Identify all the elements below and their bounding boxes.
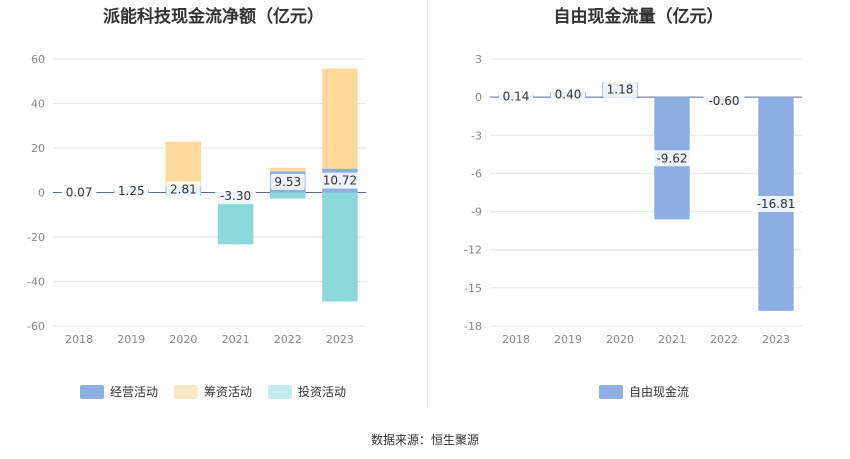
fcf-data-label: -9.62 [656,151,687,165]
cashflow-data-label: 10.72 [323,174,357,188]
cashflow-bar-investing [322,192,358,302]
fcf-x-tick: 2018 [502,333,530,346]
cashflow-x-tick: 2021 [222,333,250,346]
fcf-data-label-bg [703,92,745,109]
fcf-y-tick: -15 [464,282,482,295]
legend-item-investing[interactable]: 投资活动 [268,383,346,400]
data-source: 数据来源：恒生聚源 [370,433,479,447]
cashflow-data-label: 1.25 [118,184,145,198]
cashflow-data-label-bg [166,181,201,198]
legend-swatch-financing [174,384,199,399]
fcf-y-tick: -9 [471,206,482,219]
left-chart-title: 派能科技现金流净额（亿元） [103,7,324,27]
fcf-data-label: -0.60 [708,94,739,108]
fcf-x-tick: 2021 [658,333,686,346]
cashflow-data-label-bg [319,172,361,189]
fcf-data-label: 0.40 [555,88,582,102]
legend-swatch-operating [80,384,104,399]
cashflow-data-label-bg [62,184,97,201]
right-chart-title: 自由现金流量（亿元） [553,7,724,27]
legend-label-investing: 投资活动 [298,385,347,399]
panel-divider [427,0,428,408]
legend-label-operating: 经营活动 [110,385,159,399]
fcf-data-label-bg [499,88,533,105]
fcf-y-tick: -6 [471,167,482,180]
fcf-data-label-bg [603,81,637,98]
cashflow-y-tick: 60 [31,53,45,66]
cashflow-data-label-bg [215,188,257,205]
cashflow-data-label-bg [270,173,305,190]
legend-swatch-fcf [599,384,623,399]
legend-item-fcf[interactable]: 自由现金流 [599,383,689,400]
cashflow-data-label-bg [114,183,149,200]
left-legend: 经营活动 筹资活动 投资活动 [80,383,362,400]
cashflow-x-tick: 2019 [117,333,145,346]
cashflow-y-tick: -20 [27,231,45,244]
fcf-data-label: -16.81 [757,197,796,211]
cashflow-bar-financing [165,141,202,187]
fcf-x-tick: 2019 [554,333,582,346]
cashflow-x-tick: 2018 [65,333,93,346]
legend-label-fcf: 自由现金流 [629,385,690,399]
cashflow-data-label: 2.81 [170,182,197,196]
cashflow-bar-financing [270,167,306,172]
cashflow-y-tick: -40 [27,276,45,289]
fcf-x-tick: 2022 [710,333,738,346]
fcf-data-label-bg [651,150,693,167]
cashflow-x-tick: 2023 [326,333,354,346]
fcf-data-label: 1.18 [607,83,634,97]
cashflow-data-label: -3.30 [220,189,251,203]
fcf-data-label-bg [551,86,585,103]
cashflow-data-label: 9.53 [274,175,301,189]
cashflow-data-label: 0.07 [66,185,93,199]
fcf-y-tick: -12 [464,244,482,257]
legend-label-financing: 筹资活动 [204,385,253,399]
cashflow-bar-financing [322,68,358,169]
cashflow-x-tick: 2022 [274,333,302,346]
cashflow-y-tick: -60 [27,320,45,333]
cashflow-bar-investing [217,199,254,245]
cashflow-y-tick: 0 [38,187,45,200]
fcf-y-tick: -3 [471,129,482,142]
right-legend: 自由现金流 [599,383,705,400]
fcf-y-tick: 0 [475,91,482,104]
fcf-y-tick: -18 [464,320,482,333]
cashflow-y-tick: 40 [31,98,45,111]
cashflow-bar-investing [270,192,306,199]
fcf-x-tick: 2020 [606,333,634,346]
legend-item-operating[interactable]: 经营活动 [80,383,158,400]
fcf-data-label: 0.14 [503,89,530,103]
fcf-x-tick: 2023 [762,333,790,346]
cashflow-y-tick: 20 [31,142,45,155]
fcf-y-tick: 3 [475,53,482,66]
cashflow-x-tick: 2020 [169,333,197,346]
fcf-data-label-bg [752,196,800,213]
legend-swatch-investing [268,384,293,399]
legend-item-financing[interactable]: 筹资活动 [174,383,252,400]
